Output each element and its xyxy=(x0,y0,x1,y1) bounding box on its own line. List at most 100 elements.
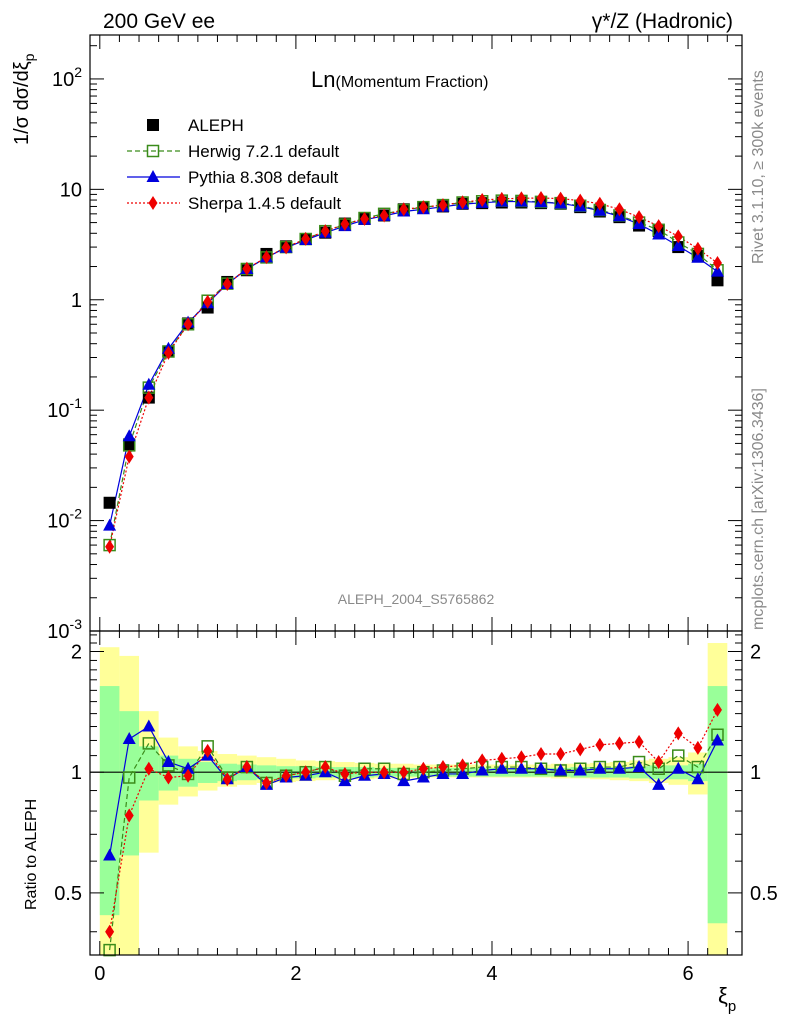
legend-label: Sherpa 1.4.5 default xyxy=(188,194,341,213)
sherpa-point xyxy=(261,250,271,265)
sherpa-ratio-point xyxy=(124,808,134,823)
y-tick-label: 1 xyxy=(71,290,82,312)
pythia-point xyxy=(142,377,156,390)
sherpa-point xyxy=(693,241,703,256)
sherpa-point xyxy=(556,191,566,206)
sherpa-point xyxy=(654,219,664,234)
herwig-ratio-line xyxy=(109,734,719,951)
sherpa-ratio-point xyxy=(183,768,193,783)
sherpa-ratio-point xyxy=(281,768,291,783)
sherpa-ratio-point xyxy=(536,747,546,762)
pythia-ratio-point xyxy=(475,763,489,776)
x-tick-label: 2 xyxy=(290,963,301,985)
sherpa-point xyxy=(144,390,154,405)
sherpa-ratio-point xyxy=(301,765,311,780)
sherpa-point xyxy=(222,276,232,291)
y-tick-label: 102 xyxy=(52,64,82,91)
sherpa-ratio-point xyxy=(144,761,154,776)
sherpa-point xyxy=(438,198,448,213)
sherpa-point xyxy=(340,217,350,232)
sherpa-ratio-point xyxy=(575,742,585,757)
sherpa-ratio-point xyxy=(614,736,624,751)
sherpa-point xyxy=(634,210,644,225)
sherpa-point xyxy=(595,196,605,211)
herwig-legend-marker xyxy=(146,144,160,158)
band-inner-bin xyxy=(707,686,728,924)
pythia-ratio-point xyxy=(691,772,705,785)
sherpa-ratio-point xyxy=(163,770,173,785)
sherpa-ratio-point xyxy=(242,760,252,775)
y-tick-label: 10-3 xyxy=(47,616,82,643)
herwig-line xyxy=(109,200,718,546)
sherpa-ratio-point xyxy=(438,760,448,775)
sherpa-ratio-point xyxy=(497,751,507,766)
sherpa-point xyxy=(163,345,173,360)
ratio-panel-data xyxy=(90,702,742,957)
y-tick-label: 10-1 xyxy=(47,395,82,422)
sherpa-point xyxy=(379,208,389,223)
pythia-ratio-point xyxy=(514,761,528,774)
data-point xyxy=(103,496,116,509)
pythia-ratio-point xyxy=(495,761,509,774)
data-legend-marker xyxy=(147,119,159,131)
sherpa-ratio-point xyxy=(712,702,722,717)
pythia-ratio-point xyxy=(632,760,646,773)
sherpa-ratio-point xyxy=(320,760,330,775)
pythia-ratio-point xyxy=(534,761,548,774)
pythia-point xyxy=(691,250,705,263)
rivet-version-label: Rivet 3.1.10, ≥ 300k events xyxy=(750,70,767,264)
sherpa-point xyxy=(105,539,115,554)
sherpa-point xyxy=(183,317,193,332)
y-tick-label: 10 xyxy=(60,179,82,201)
pythia-ratio-point xyxy=(671,761,685,774)
x-tick-label: 0 xyxy=(94,963,105,985)
sherpa-ratio-line xyxy=(109,709,719,932)
pythia-ratio-point xyxy=(652,777,666,790)
sherpa-ratio-point xyxy=(634,734,644,749)
pythia-point xyxy=(710,264,724,277)
ratio-tick-label-left: 2 xyxy=(71,642,82,664)
band-inner-bin xyxy=(99,686,120,916)
sherpa-point xyxy=(242,261,252,276)
x-axis-title: ξp xyxy=(718,983,736,1015)
sherpa-ratio-point xyxy=(516,750,526,765)
sherpa-ratio-point xyxy=(203,743,213,758)
sherpa-point xyxy=(281,240,291,255)
pythia-point xyxy=(652,227,666,240)
mcplots-label: mcplots.cern.ch [arXiv:1306.3436] xyxy=(750,388,767,630)
legend-label: Pythia 8.308 default xyxy=(188,168,339,187)
sherpa-ratio-point xyxy=(360,765,370,780)
pythia-ratio-point xyxy=(416,770,430,783)
herwig-ratio-point xyxy=(672,749,685,762)
sherpa-point xyxy=(712,256,722,271)
sherpa-point xyxy=(418,200,428,215)
sherpa-point xyxy=(320,224,330,239)
pythia-ratio-point xyxy=(181,761,195,774)
sherpa-ratio-point xyxy=(458,758,468,773)
sherpa-ratio-point xyxy=(105,924,115,939)
sherpa-point xyxy=(458,195,468,210)
pythia-ratio-point xyxy=(456,766,470,779)
sherpa-point xyxy=(301,231,311,246)
sherpa-ratio-point xyxy=(654,755,664,770)
herwig-ratio-point xyxy=(142,737,156,750)
pythia-point xyxy=(671,238,685,251)
x-tick-label: 6 xyxy=(683,963,694,985)
legend-label: ALEPH xyxy=(188,116,244,135)
sherpa-ratio-point xyxy=(379,765,389,780)
sherpa-point xyxy=(360,211,370,226)
pythia-point xyxy=(103,518,117,531)
sherpa-ratio-point xyxy=(673,726,683,741)
sherpa-ratio-point xyxy=(340,766,350,781)
sherpa-ratio-point xyxy=(556,747,566,762)
pythia-ratio-point xyxy=(142,719,156,732)
herwig-ratio-point xyxy=(122,771,136,784)
x-tick-label: 4 xyxy=(486,963,497,985)
analysis-id-label: ALEPH_2004_S5765862 xyxy=(338,591,495,607)
sherpa-point xyxy=(477,193,487,208)
ratio-tick-label-right: 2 xyxy=(750,642,761,664)
sherpa-ratio-point xyxy=(418,761,428,776)
ratio-frame xyxy=(89,630,743,956)
pythia-point xyxy=(122,429,136,442)
energy-label: 200 GeV ee xyxy=(103,10,215,33)
